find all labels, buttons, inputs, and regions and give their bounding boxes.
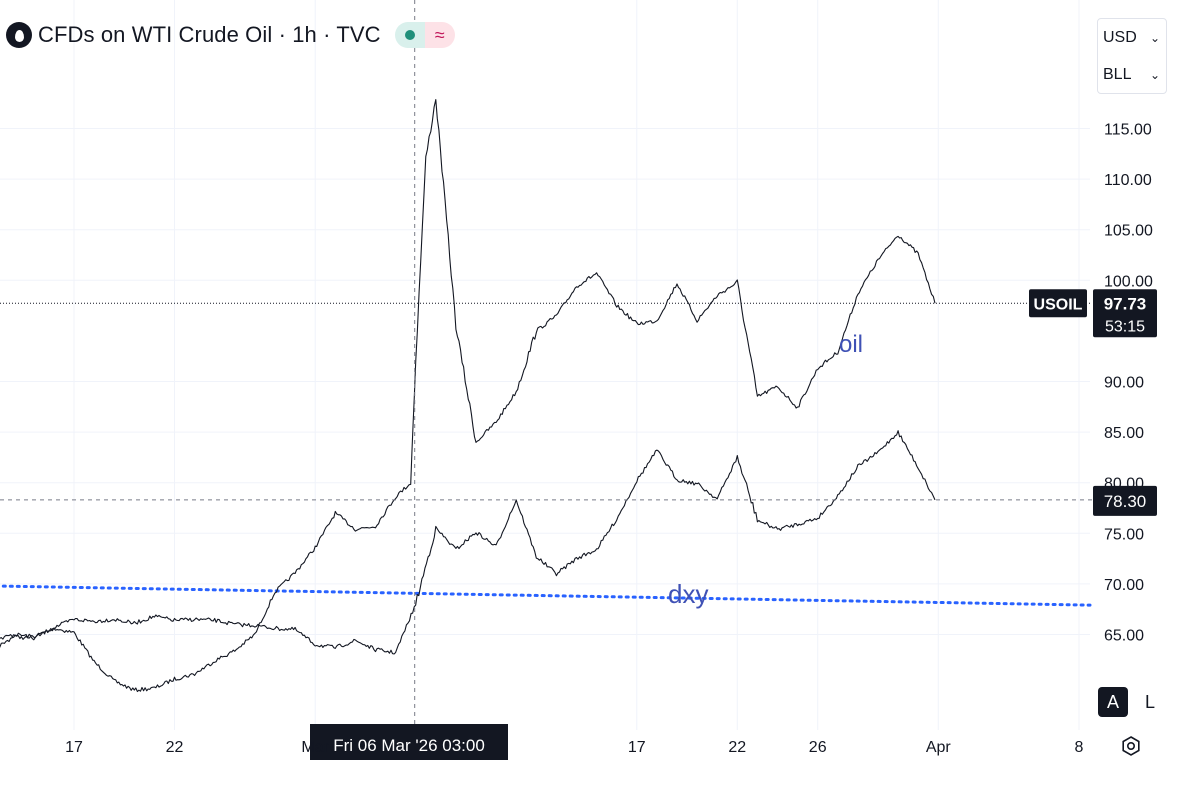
- status-pill[interactable]: ≈: [395, 22, 455, 48]
- y-tick-label: 70.00: [1104, 577, 1144, 594]
- crosshair-time-label: Fri 06 Mar '26 03:00: [333, 736, 485, 755]
- unit-selector: USD ⌄ BLL ⌄: [1097, 18, 1167, 94]
- currency-dropdown[interactable]: USD ⌄: [1098, 19, 1166, 56]
- y-tick-label: 90.00: [1104, 375, 1144, 392]
- dxy-annotation: dxy: [668, 579, 708, 609]
- chevron-down-icon: ⌄: [1150, 68, 1160, 82]
- x-tick-label: Apr: [926, 739, 952, 756]
- last-price-label: 97.73: [1104, 294, 1147, 313]
- countdown-label: 53:15: [1105, 318, 1145, 335]
- settings-gear-icon[interactable]: [1119, 734, 1143, 758]
- market-open-dot-icon[interactable]: [395, 22, 425, 48]
- oil-drop-icon[interactable]: [6, 22, 32, 48]
- log-scale-button[interactable]: L: [1135, 687, 1165, 717]
- annotations: oil dxy: [668, 331, 863, 609]
- y-tick-label: 115.00: [1104, 122, 1152, 139]
- chevron-down-icon: ⌄: [1150, 31, 1160, 45]
- crosshair: Fri 06 Mar '26 03:00: [310, 0, 508, 760]
- y-tick-label: 85.00: [1104, 425, 1144, 442]
- trendline-layer: [0, 585, 1090, 605]
- chart-title[interactable]: CFDs on WTI Crude Oil · 1h · TVC: [38, 22, 381, 48]
- dxy-trendline: [0, 585, 1090, 605]
- y-tick-label: 65.00: [1104, 628, 1144, 645]
- symbol-badge-label: USOIL: [1034, 296, 1083, 313]
- x-tick-label: 26: [809, 739, 827, 756]
- delayed-data-icon[interactable]: ≈: [425, 22, 455, 48]
- unit-label: BLL: [1103, 66, 1131, 84]
- x-tick-label: 17: [65, 739, 83, 756]
- y-axis: 65.0070.0075.0080.0085.0090.00100.00105.…: [1104, 122, 1153, 645]
- horizontal-lines: [0, 303, 1092, 500]
- auto-scale-button[interactable]: A: [1098, 687, 1128, 717]
- crosshair-price-label: 78.30: [1104, 492, 1147, 511]
- oil-annotation: oil: [839, 331, 863, 358]
- x-tick-label: 22: [728, 739, 746, 756]
- y-tick-label: 105.00: [1104, 223, 1153, 240]
- x-tick-label: 8: [1075, 739, 1084, 756]
- x-tick-label: 17: [628, 739, 646, 756]
- currency-label: USD: [1103, 29, 1137, 47]
- x-tick-label: Mar: [301, 739, 329, 756]
- y-tick-label: 75.00: [1104, 526, 1144, 543]
- title-bar: CFDs on WTI Crude Oil · 1h · TVC ≈: [6, 18, 455, 52]
- series-layer: [0, 100, 935, 712]
- series-dxy-line: [0, 431, 935, 660]
- y-tick-label: 100.00: [1104, 273, 1153, 290]
- y-tick-label: 110.00: [1104, 172, 1152, 189]
- x-axis: 1722Mar172226Apr814: [65, 739, 1191, 756]
- series-oil-line: [0, 100, 935, 712]
- x-tick-label: 22: [166, 739, 184, 756]
- unit-dropdown[interactable]: BLL ⌄: [1098, 56, 1166, 93]
